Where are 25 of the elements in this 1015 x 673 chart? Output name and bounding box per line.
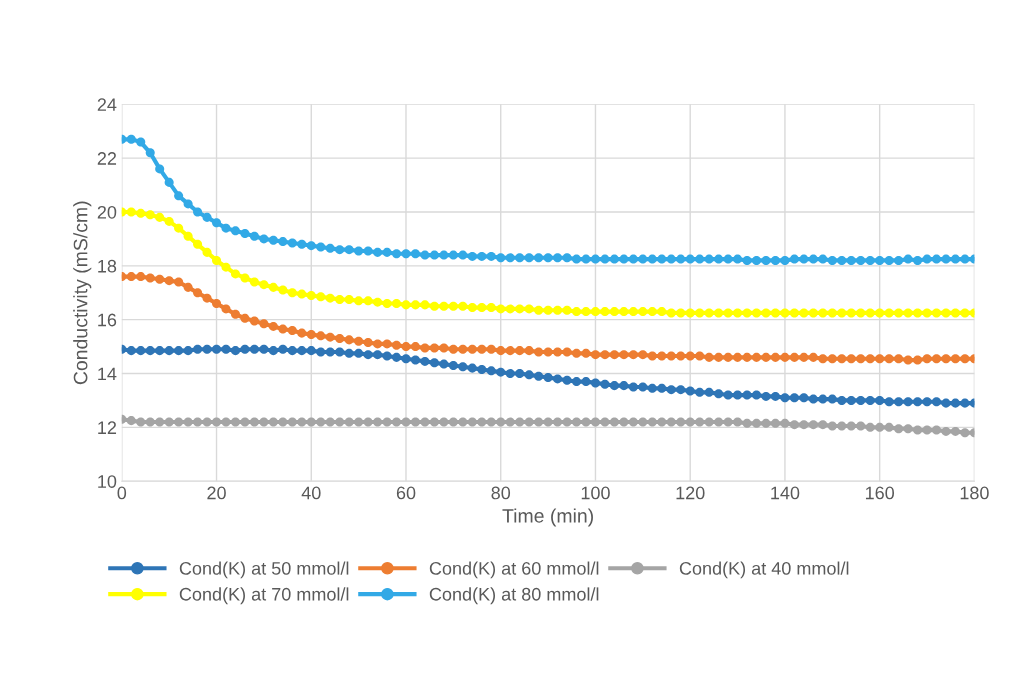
y-tick-label: 22 bbox=[97, 152, 117, 165]
x-axis-title: Time (min) bbox=[502, 508, 593, 527]
x-tick-label: 100 bbox=[581, 486, 610, 500]
y-tick-label: 10 bbox=[98, 475, 117, 488]
x-tick-label: 180 bbox=[960, 486, 989, 500]
legend-label: Cond(K) at 60 mmol/l bbox=[429, 561, 599, 579]
legend-label: Cond(K) at 50 mmol/l bbox=[179, 561, 349, 579]
x-tick-label: 140 bbox=[771, 486, 800, 500]
x-tick-label: 20 bbox=[207, 486, 226, 500]
x-tick-label: 0 bbox=[117, 486, 127, 500]
legend-label: Cond(K) at 40 mmol/l bbox=[679, 561, 849, 579]
legend-label: Cond(K) at 70 mmol/l bbox=[179, 587, 349, 605]
x-tick-label: 80 bbox=[491, 486, 511, 500]
y-tick-label: 24 bbox=[97, 98, 117, 111]
x-tick-label: 120 bbox=[676, 486, 705, 500]
legend-label: Cond(K) at 80 mmol/l bbox=[429, 587, 599, 605]
x-tick-label: 160 bbox=[865, 486, 895, 500]
x-tick-label: 40 bbox=[301, 486, 321, 500]
y-tick-label: 20 bbox=[97, 205, 117, 219]
y-axis-title: Conductivity (mS/cm) bbox=[73, 201, 92, 385]
y-tick-label: 14 bbox=[98, 367, 117, 381]
x-tick-label: 60 bbox=[396, 486, 416, 500]
y-tick-label: 12 bbox=[98, 421, 117, 434]
y-tick-label: 16 bbox=[98, 313, 117, 327]
y-tick-label: 18 bbox=[98, 259, 117, 273]
